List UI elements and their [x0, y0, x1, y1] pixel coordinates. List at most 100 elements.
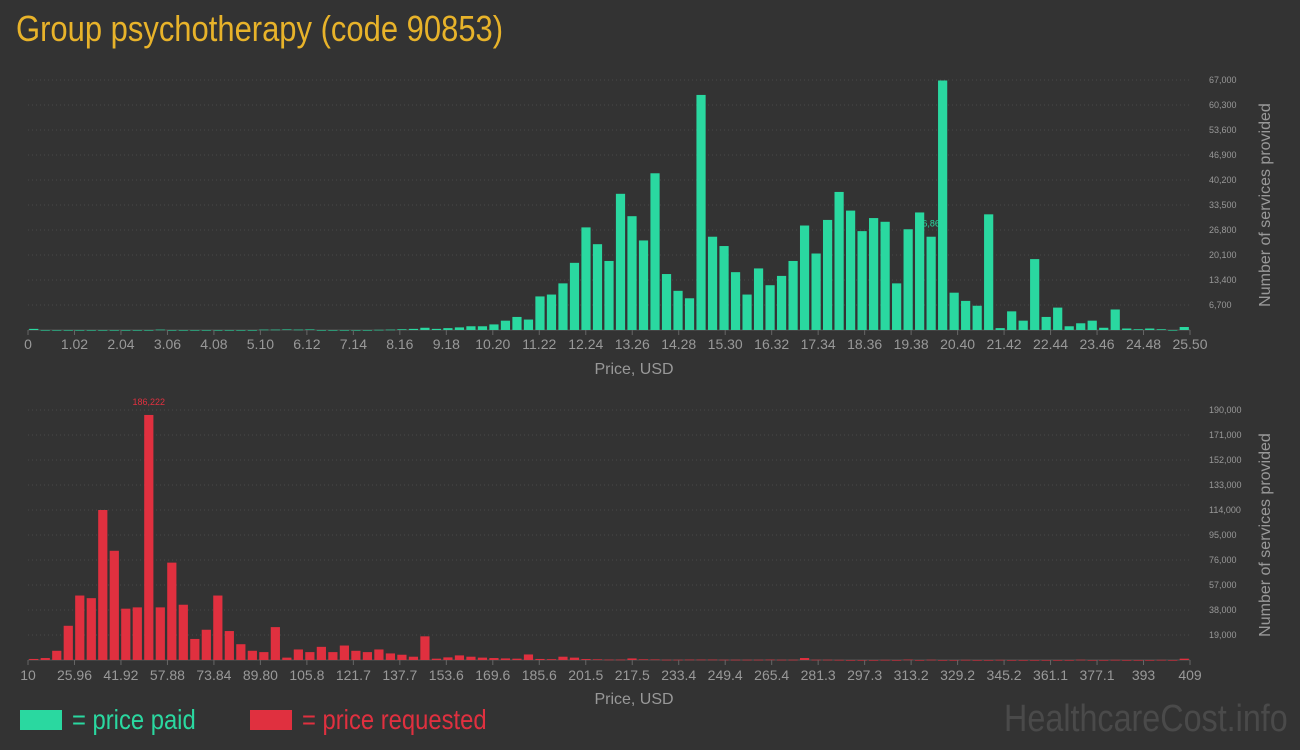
x-tick-label: 10 — [20, 667, 36, 683]
bar — [915, 660, 925, 661]
bar — [178, 330, 188, 331]
bar — [615, 193, 626, 330]
bar — [1110, 659, 1120, 661]
bar — [846, 210, 856, 330]
bar — [247, 650, 257, 660]
x-tick-label: 23.46 — [1080, 336, 1115, 352]
bar — [1041, 660, 1051, 661]
bar — [1122, 660, 1132, 661]
x-tick-label: 17.34 — [801, 336, 836, 352]
x-axis-label: Price, USD — [594, 691, 673, 708]
legend-swatch-paid — [20, 710, 62, 730]
bar — [535, 296, 545, 330]
bar — [109, 330, 119, 331]
bar — [1053, 307, 1063, 330]
bar — [316, 646, 326, 660]
bar — [1018, 320, 1028, 330]
bar — [707, 659, 718, 661]
bar — [408, 656, 419, 660]
x-tick-label: 121.7 — [336, 667, 371, 683]
y-tick-label: 114,000 — [1209, 505, 1241, 515]
bar — [650, 659, 660, 661]
bar — [408, 328, 419, 330]
bar — [742, 659, 752, 661]
bar — [132, 330, 142, 331]
x-tick-label: 185.6 — [522, 667, 557, 683]
x-tick-label: 20.40 — [940, 336, 975, 352]
x-tick-label: 21.42 — [987, 336, 1022, 352]
y-tick-label: 6,700 — [1209, 300, 1232, 310]
y-tick-label: 40,200 — [1209, 175, 1237, 185]
x-tick-label: 8.16 — [386, 336, 413, 352]
bar — [1030, 660, 1040, 661]
x-tick-label: 377.1 — [1080, 667, 1115, 683]
bar — [581, 659, 591, 660]
bar — [857, 660, 867, 661]
y-tick-label: 26,800 — [1209, 225, 1237, 235]
bar — [167, 330, 177, 331]
bar — [109, 550, 119, 660]
bar — [1110, 309, 1120, 330]
bar — [351, 650, 361, 660]
bar — [995, 659, 1005, 661]
bar — [1018, 660, 1028, 661]
x-tick-label: 0 — [24, 336, 32, 352]
bar — [661, 659, 672, 661]
bar — [730, 272, 741, 330]
bar — [213, 595, 223, 660]
bar — [224, 631, 234, 660]
y-tick-label: 171,000 — [1209, 430, 1242, 440]
x-axis-label: Price, USD — [594, 361, 673, 378]
bar — [270, 627, 280, 660]
bar — [1076, 323, 1086, 330]
bar — [822, 219, 833, 330]
bar — [362, 330, 372, 331]
bar — [615, 659, 626, 661]
x-tick-label: 12.24 — [568, 336, 603, 352]
x-tick-label: 409 — [1178, 667, 1202, 683]
bar — [466, 656, 476, 660]
bar — [293, 329, 303, 331]
bar — [949, 292, 959, 330]
bar — [604, 260, 614, 330]
bar — [1076, 659, 1086, 661]
bar — [144, 414, 154, 660]
bar — [420, 636, 430, 660]
bar — [144, 330, 154, 331]
bar — [546, 294, 557, 330]
bar — [132, 607, 142, 660]
bar — [201, 330, 211, 331]
legend-price-paid: = price paid — [20, 704, 218, 736]
bar — [949, 660, 959, 661]
bar — [972, 305, 982, 330]
bar — [351, 330, 361, 331]
bar — [972, 660, 982, 661]
bar — [776, 275, 787, 330]
bar — [569, 657, 580, 660]
bar — [374, 649, 384, 660]
bar — [684, 659, 695, 661]
bar — [892, 283, 902, 330]
bar — [339, 645, 349, 660]
bar — [523, 319, 534, 330]
bar — [282, 657, 292, 660]
x-tick-label: 6.12 — [293, 336, 320, 352]
x-tick-label: 25.50 — [1172, 336, 1207, 352]
bar — [1099, 660, 1109, 661]
bar — [63, 330, 73, 331]
bar — [213, 330, 223, 331]
x-tick-label: 4.08 — [200, 336, 227, 352]
x-tick-label: 24.48 — [1126, 336, 1161, 352]
bar — [822, 659, 833, 661]
bar — [1007, 660, 1017, 661]
bar — [385, 329, 395, 331]
bar — [339, 330, 349, 331]
bar — [1122, 328, 1132, 330]
bar — [742, 294, 752, 330]
x-tick-label: 345.2 — [987, 667, 1022, 683]
max-value-label: 186,222 — [133, 397, 166, 407]
bar — [880, 659, 890, 661]
x-tick-label: 361.1 — [1033, 667, 1068, 683]
bar — [512, 316, 522, 330]
